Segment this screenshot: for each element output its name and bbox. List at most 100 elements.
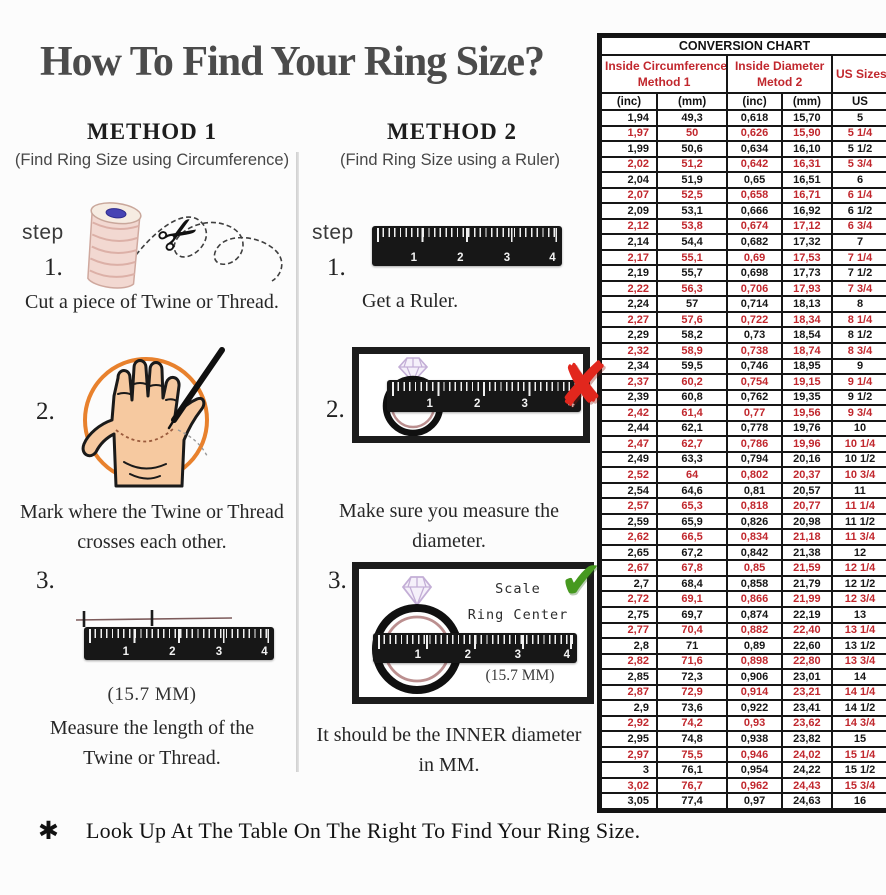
conversion-table: CONVERSION CHART Inside Circumference Me… <box>599 36 886 810</box>
table-cell: 0,914 <box>726 683 783 702</box>
table-cell: 6 3/4 <box>831 217 886 236</box>
table-cell: 15 <box>831 730 886 748</box>
unit-cell: US <box>831 92 886 111</box>
ruler-number: 4 <box>563 649 570 661</box>
table-cell: 8 3/4 <box>831 341 886 360</box>
table-cell: 17,32 <box>780 233 834 251</box>
table-row: 3,02 76,7 0,962 24,43 15 3/4 <box>600 776 886 795</box>
table-cell: 0,682 <box>726 233 783 251</box>
unit-cell: (mm) <box>780 92 834 111</box>
table-title-row: CONVERSION CHART <box>600 36 886 56</box>
table-cell: 15 1/4 <box>831 745 886 764</box>
table-cell: 2,67 <box>600 559 658 577</box>
table-cell: 6 1/4 <box>831 186 886 205</box>
ruler-number: 3 <box>521 398 528 410</box>
table-cell: 0,842 <box>726 543 783 562</box>
table-row: 1,94 49,3 0,618 15,70 5 <box>600 109 886 127</box>
table-cell: 12 <box>831 543 886 562</box>
caption-line: Twine or Thread. <box>83 747 221 769</box>
table-cell: 69,1 <box>655 590 729 608</box>
thread-marks <box>82 610 154 627</box>
group-label-line: Inside Circumference <box>605 58 728 73</box>
table-cell: 10 1/4 <box>831 435 886 453</box>
ruler-number: 3 <box>514 649 522 661</box>
table-cell: 54,4 <box>655 233 729 251</box>
table-cell: 0,85 <box>726 559 783 577</box>
table-cell: 17,73 <box>780 264 834 282</box>
table-cell: 53,1 <box>655 202 729 220</box>
caption-line: crosses each other. <box>77 531 227 553</box>
table-cell: 2,72 <box>600 590 658 608</box>
table-row: 2,9 73,6 0,922 23,41 14 1/2 <box>600 699 886 717</box>
table-cell: 14 1/4 <box>831 683 886 702</box>
table-cell: 0,738 <box>726 341 783 360</box>
table-row: 2,8 71 0,89 22,60 13 1/2 <box>600 637 886 655</box>
table-row: 2,72 69,1 0,866 21,99 12 3/4 <box>600 590 886 608</box>
table-group-header-row: Inside Circumference Method 1 Inside Dia… <box>599 54 886 94</box>
ruler-number: 1 <box>426 398 433 410</box>
table-cell: 19,96 <box>780 435 834 453</box>
spool <box>87 202 142 289</box>
diamond-icon <box>401 576 433 607</box>
method1-step1-caption: Cut a piece of Twine or Thread. <box>25 291 279 313</box>
table-cell: 74,8 <box>655 730 729 748</box>
diamond-facets <box>399 357 427 383</box>
table-cell: 19,76 <box>780 419 834 438</box>
table-cell: 7 1/4 <box>831 248 886 267</box>
table-cell: 5 <box>831 109 886 127</box>
table-cell: 2,92 <box>600 714 658 733</box>
footnote-asterisk-icon: ✱ <box>38 816 59 845</box>
table-cell: 2,17 <box>600 248 658 267</box>
table-cell: 16,71 <box>780 186 834 205</box>
table-cell: 0,642 <box>726 155 783 174</box>
table-cell: 2,27 <box>600 310 658 329</box>
table-cell: 3,05 <box>600 792 658 810</box>
table-cell: 2,52 <box>600 466 658 484</box>
table-cell: 57 <box>655 295 729 313</box>
ruler-number: 1 <box>410 252 417 264</box>
table-cell: 1,94 <box>600 109 658 127</box>
table-cell: 2,34 <box>600 357 658 376</box>
table-cell: 0,674 <box>726 217 783 236</box>
table-cell: 0,714 <box>726 295 783 313</box>
table-cell: 24,22 <box>780 761 834 779</box>
twine-dashed-arc <box>115 427 175 443</box>
table-cell: 72,9 <box>655 683 729 702</box>
caption-line: in MM. <box>418 754 480 776</box>
table-cell: 2,62 <box>600 528 658 546</box>
table-cell: 49,3 <box>655 109 729 127</box>
table-cell: 59,5 <box>655 357 729 376</box>
table-cell: 11 1/4 <box>831 497 886 515</box>
table-cell: 65,9 <box>655 512 729 531</box>
table-cell: 19,56 <box>780 404 834 422</box>
table-row: 2,22 56,3 0,706 17,93 7 3/4 <box>600 279 886 298</box>
table-cell: 18,54 <box>780 326 834 344</box>
twine-spool-illustration: ✂ <box>87 201 283 289</box>
table-cell: 71,6 <box>655 652 729 671</box>
table-cell: 64,6 <box>655 481 729 500</box>
ruler-illustration: 1 2 3 4 <box>84 627 274 660</box>
table-cell: 0,77 <box>726 404 783 422</box>
table-cell: 2,77 <box>600 621 658 640</box>
table-cell: 1,99 <box>600 140 658 158</box>
table-row: 1,99 50,6 0,634 16,10 5 1/2 <box>600 140 886 158</box>
table-cell: 73,6 <box>655 699 729 717</box>
table-cell: 2,42 <box>600 404 658 422</box>
table-cell: 2,19 <box>600 264 658 282</box>
table-row: 2,87 72,9 0,914 23,21 14 1/4 <box>600 683 886 702</box>
ruler-number: 2 <box>457 252 464 264</box>
table-cell: 13 <box>831 606 886 624</box>
table-cell: 20,77 <box>780 497 834 515</box>
table-cell: 2,8 <box>600 637 658 655</box>
table-row: 2,34 59,5 0,746 18,95 9 <box>600 357 886 376</box>
table-cell: 2,87 <box>600 683 658 702</box>
table-row: 2,47 62,7 0,786 19,96 10 1/4 <box>600 435 886 453</box>
caption-line: It should be the INNER diameter <box>316 724 582 746</box>
table-cell: 0,826 <box>726 512 783 531</box>
table-row: 2,65 67,2 0,842 21,38 12 <box>600 543 886 562</box>
table-cell: 14 3/4 <box>831 714 886 733</box>
pen-tip <box>167 418 176 430</box>
table-cell: 5 1/4 <box>831 124 886 143</box>
table-title: CONVERSION CHART <box>600 36 886 56</box>
